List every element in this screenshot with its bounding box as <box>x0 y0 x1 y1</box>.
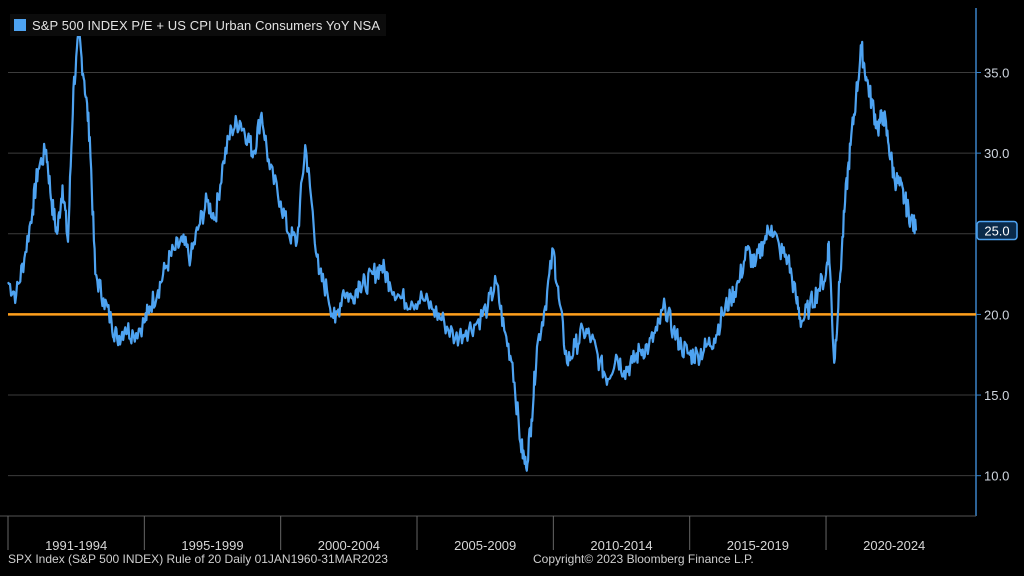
y-tick-label: 35.0 <box>984 66 1009 81</box>
series-line <box>7 32 918 472</box>
y-tick-label: 30.0 <box>984 146 1009 161</box>
y-tick-label: 10.0 <box>984 469 1009 484</box>
legend-swatch <box>14 19 26 31</box>
last-value-label: 25.0 <box>984 224 1009 239</box>
footer-copyright: Copyright© 2023 Bloomberg Finance L.P. <box>533 552 754 566</box>
x-tick-label: 2010-2014 <box>590 538 652 553</box>
footer-source: SPX Index (S&P 500 INDEX) Rule of 20 Dai… <box>8 552 388 566</box>
tick-labels: 10.0 15.0 20.0 25.0 30.0 35.0 1991-1994 1995-19… <box>45 66 1018 553</box>
last-value-tag <box>976 220 1018 241</box>
x-tick-label: 1995-1999 <box>181 538 243 553</box>
y-tick-label: 20.0 <box>984 307 1009 322</box>
series-layer <box>7 32 918 472</box>
x-tick-label: 2000-2004 <box>318 538 380 553</box>
axes <box>0 8 981 550</box>
legend: S&P 500 INDEX P/E + US CPI Urban Consume… <box>10 14 387 36</box>
y-tick-label: 15.0 <box>984 388 1009 403</box>
x-tick-label: 2005-2009 <box>454 538 516 553</box>
x-tick-label: 1991-1994 <box>45 538 107 553</box>
legend-label: S&P 500 INDEX P/E + US CPI Urban Consume… <box>32 17 381 33</box>
x-tick-label: 2015-2019 <box>727 538 789 553</box>
x-tick-label: 2020-2024 <box>863 538 925 553</box>
